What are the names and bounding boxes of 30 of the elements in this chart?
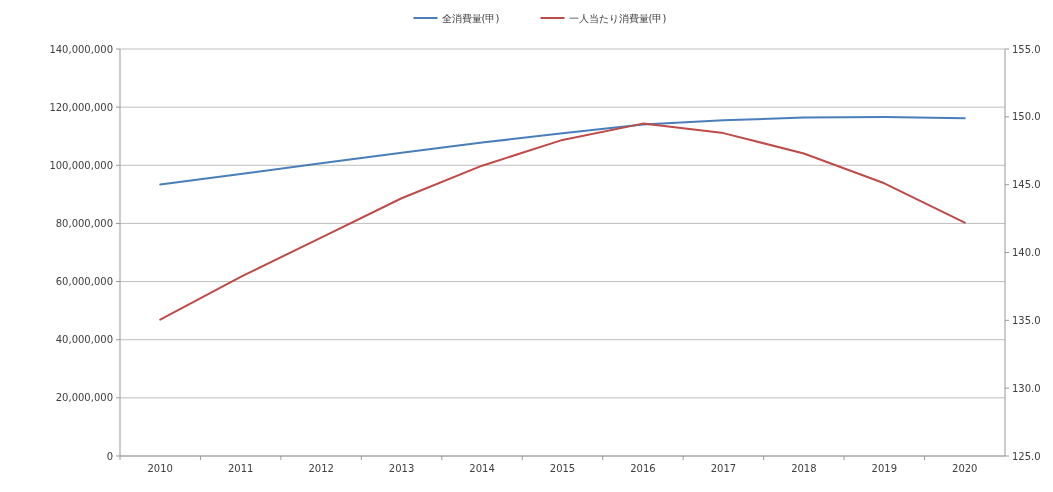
y2-tick-label: 135.0 xyxy=(1012,314,1041,326)
x-tick-label: 2016 xyxy=(630,463,656,474)
y2-tick-label: 140.0 xyxy=(1012,247,1041,258)
y-tick-label: 80,000,000 xyxy=(55,217,113,229)
x-tick-label: 2020 xyxy=(952,463,978,474)
y2-tick-label: 145.0 xyxy=(1012,179,1041,191)
y-tick-label: 40,000,000 xyxy=(55,334,113,346)
x-tick-label: 2017 xyxy=(710,463,737,474)
legend-label: 一人当たり消費量(甲) xyxy=(568,13,667,24)
x-tick-label: 2013 xyxy=(388,463,415,474)
y-tick-label: 20,000,000 xyxy=(55,392,113,404)
y2-tick-label: 125.0 xyxy=(1012,450,1041,462)
line-series xyxy=(159,116,966,186)
x-tick-label: 2015 xyxy=(549,463,576,474)
y-tick-label: 120,000,000 xyxy=(49,101,113,113)
y2-tick-label: 155.0 xyxy=(1012,43,1041,55)
x-tick-label: 2014 xyxy=(469,463,495,474)
x-tick-label: 2011 xyxy=(227,463,254,474)
x-tick-label: 2010 xyxy=(147,463,173,474)
y-tick-label: 140,000,000 xyxy=(49,43,113,55)
y-tick-label: 60,000,000 xyxy=(55,276,113,288)
x-tick-label: 2018 xyxy=(791,463,817,474)
y-tick-label: 0 xyxy=(106,450,113,462)
y2-tick-label: 130.0 xyxy=(1012,382,1041,394)
x-tick-label: 2012 xyxy=(308,463,334,474)
y2-tick-label: 150.0 xyxy=(1012,111,1041,123)
legend-label: 全消費量(甲) xyxy=(441,13,500,24)
line-series xyxy=(159,122,966,321)
y-tick-label: 100,000,000 xyxy=(49,159,113,171)
x-tick-label: 2019 xyxy=(871,463,898,474)
